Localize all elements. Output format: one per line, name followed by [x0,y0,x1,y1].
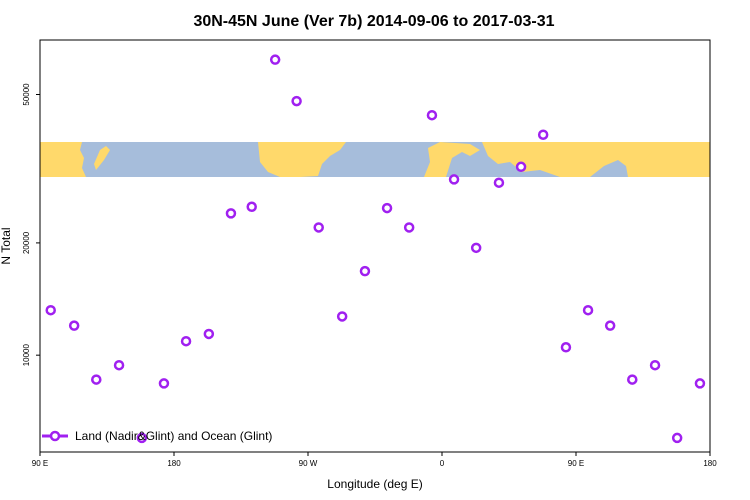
x-axis-label: Longitude (deg E) [327,477,422,491]
data-point [627,374,638,385]
y-axis-label: N Total [0,227,13,264]
legend-marker [49,430,61,442]
data-point [470,242,482,254]
map-land-europe-africa [424,142,480,177]
data-point [91,374,102,385]
data-point [537,129,549,140]
data-point [515,161,527,173]
data-point [203,328,215,340]
map-land-north-america [258,142,346,177]
data-point [336,311,348,322]
x-tick-label: 180 [167,459,181,468]
chart-title: 30N-45N June (Ver 7b) 2014-09-06 to 2017… [193,13,554,30]
data-point [246,201,257,213]
data-point [45,304,56,316]
data-point [291,95,302,107]
world-map-band [40,142,710,177]
map-land-asia-2 [482,142,710,177]
x-tick-label: 90 E [32,459,48,468]
x-axis: 90 E 180 90 W 0 90 E 180 [32,452,717,468]
data-point [694,378,706,389]
data-point [136,432,148,444]
map-land-japan-1 [94,146,110,170]
data-point [180,335,192,347]
legend-label: Land (Nadir&Glint) and Ocean (Glint) [75,429,272,443]
data-points [45,54,706,444]
data-point [604,320,616,331]
data-point [313,222,324,233]
data-point [269,54,281,65]
x-tick-label: 90 W [299,459,318,468]
y-tick-label: 10000 [22,343,31,366]
legend: Land (Nadir&Glint) and Ocean (Glint) [42,429,272,443]
y-tick-label: 50000 [22,83,31,106]
y-tick-label: 20000 [22,231,31,254]
x-tick-label: 180 [703,459,717,468]
plot-frame [39,39,711,453]
data-point [359,265,371,277]
data-point [448,174,460,185]
data-point [225,208,237,219]
x-tick-label: 90 E [568,459,584,468]
data-point [403,222,415,233]
map-land-japan-2 [632,146,652,168]
data-point [113,359,125,371]
data-point [426,109,438,121]
data-point [671,432,683,444]
map-land-asia-1 [40,142,86,177]
y-axis: 10000 20000 50000 [22,83,40,366]
x-tick-label: 0 [440,459,445,468]
data-point [560,342,572,353]
data-point [381,202,393,214]
data-point [158,378,170,389]
data-point [68,320,80,331]
data-point [649,359,661,371]
data-point [493,177,505,188]
data-point [582,304,594,316]
